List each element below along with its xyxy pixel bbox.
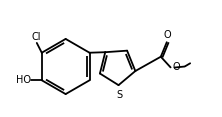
Text: HO: HO [16,75,31,85]
Text: Cl: Cl [31,32,41,42]
Text: O: O [164,30,171,40]
Text: O: O [172,62,180,72]
Text: S: S [116,90,122,100]
